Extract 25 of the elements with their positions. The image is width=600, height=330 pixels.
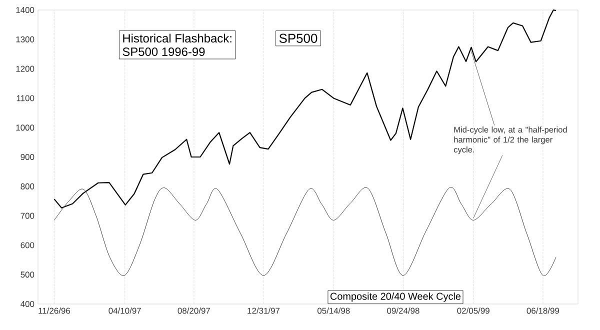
annotation: Mid-cycle low, at a "half-period harmonic" of 1/2 the larger cycle. — [454, 126, 567, 154]
y-tick-label: 1400 — [16, 7, 34, 13]
x-tick-label: 06/18/99 — [526, 308, 560, 314]
text: Historical Flashback: — [123, 34, 232, 43]
y-tick-label: 600 — [20, 242, 34, 248]
x-tick-label: 09/24/98 — [387, 308, 420, 314]
y-tick-label: 700 — [20, 212, 34, 219]
text: SP500 1996-99 — [122, 48, 205, 56]
x-tick-label: 05/14/98 — [317, 308, 350, 314]
y-tick-label: 1200 — [16, 66, 34, 72]
y-tick-label: 900 — [20, 154, 34, 160]
y-tick-label: 800 — [20, 183, 34, 190]
x-tick-label: 04/10/97 — [108, 308, 141, 314]
text: Composite 20/40 Week Cycle — [330, 292, 461, 302]
y-tick-label: 1000 — [16, 124, 34, 131]
y-tick-label: 1300 — [16, 36, 34, 42]
x-tick-label: 12/31/97 — [248, 308, 280, 314]
text: SP500 — [279, 34, 318, 43]
y-tick-label: 1100 — [16, 95, 34, 102]
line-series — [54, 187, 556, 276]
x-tick-label: 02/05/99 — [457, 308, 490, 314]
x-tick-label: 08/20/97 — [178, 308, 210, 314]
y-tick-label: 500 — [20, 272, 34, 278]
x-tick-label: 11/26/96 — [38, 308, 70, 314]
y-tick-label: 400 — [20, 301, 34, 307]
